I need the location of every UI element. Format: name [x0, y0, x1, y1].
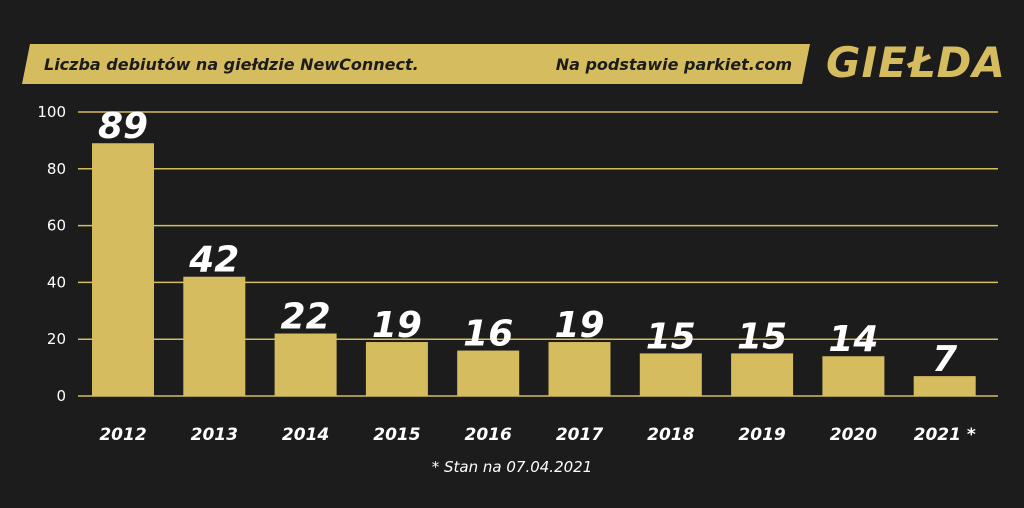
data-label: 89: [98, 106, 148, 147]
y-tick-label: 100: [37, 103, 66, 121]
x-axis-ticks: 2012 2013 2014 2015 2016 2017 2018 2019 2020 2021…: [99, 425, 976, 445]
x-tick-label: 2012: [99, 425, 146, 445]
data-label: 16: [463, 314, 513, 355]
x-tick-label: 2018: [647, 425, 694, 445]
bar: [913, 376, 976, 396]
chart-title: Liczba debiutów na giełdzie NewConnect.: [44, 55, 419, 74]
y-tick-label: 20: [47, 330, 66, 348]
bar: [92, 143, 154, 396]
bar: [183, 276, 246, 396]
y-tick-label: 60: [47, 217, 66, 235]
data-label: 19: [554, 305, 604, 346]
bar: [731, 353, 794, 396]
bar: [365, 342, 428, 396]
data-label: 19: [372, 305, 422, 346]
bar: [639, 353, 702, 396]
x-tick-label: 2019: [738, 425, 785, 445]
y-tick-label: 40: [47, 273, 66, 291]
x-tick-label: 2017: [556, 425, 603, 445]
footnote: * Stan na 07.04.2021: [431, 458, 593, 476]
x-tick-label: 2014: [282, 425, 329, 445]
x-tick-label: 2016: [465, 425, 512, 445]
data-label: 42: [188, 240, 239, 281]
bar: [548, 342, 611, 396]
data-labels: 89 42 22 19 16 19 15 15 14 7: [98, 106, 957, 380]
bars: [92, 143, 976, 396]
y-tick-label: 0: [56, 387, 66, 405]
x-tick-label: 2013: [191, 425, 238, 445]
data-label: 15: [737, 316, 787, 357]
y-axis-ticks: 0 20 40 60 80 100: [37, 103, 66, 405]
source-label: Na podstawie parkiet.com: [555, 55, 792, 74]
y-tick-label: 80: [47, 160, 66, 178]
x-tick-label: 2015: [373, 425, 420, 445]
data-label: 15: [646, 316, 696, 357]
bar: [274, 333, 337, 396]
bar: [457, 350, 520, 396]
data-label: 22: [281, 297, 331, 338]
data-label: 14: [828, 319, 878, 360]
data-label: 7: [932, 339, 957, 380]
bar: [822, 356, 885, 396]
x-tick-label: 2021 *: [914, 425, 976, 445]
header-banner: [22, 44, 810, 84]
brand-logo: GIEŁDA: [826, 38, 1006, 87]
x-tick-label: 2020: [830, 425, 877, 445]
